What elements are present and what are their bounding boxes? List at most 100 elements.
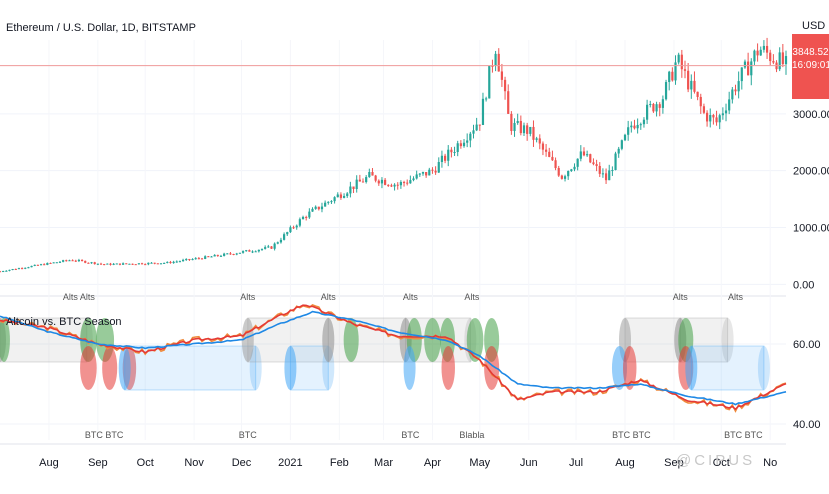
candle-body	[349, 186, 352, 194]
candle-body	[254, 251, 257, 253]
candle-body	[292, 227, 295, 229]
candle-body	[43, 264, 46, 266]
x-tick-label: Mar	[374, 457, 393, 469]
x-tick-label: Oct	[713, 457, 730, 469]
season-zone-band	[690, 345, 765, 391]
candle-body	[731, 89, 734, 100]
candle-body	[649, 104, 652, 106]
candle-body	[652, 104, 655, 112]
candle-body	[90, 262, 93, 264]
candle-body	[554, 160, 557, 169]
candle-body	[71, 260, 74, 262]
candle-body	[58, 261, 62, 263]
x-tick-label: 2021	[278, 457, 302, 469]
candle-body	[368, 172, 371, 178]
season-zone-cap	[241, 318, 254, 362]
season-zone-marker	[623, 346, 637, 390]
candle-body	[327, 201, 330, 203]
season-zone-cap	[118, 346, 131, 390]
countdown: 16:09:01	[792, 60, 829, 71]
candle-body	[346, 193, 349, 197]
candle-body	[759, 49, 762, 56]
x-tick-label: May	[469, 457, 490, 469]
candle-body	[311, 208, 314, 212]
season-zone-marker	[611, 346, 628, 390]
candle-body	[677, 54, 680, 63]
season-zone-cap	[721, 318, 734, 362]
x-tick-label: No	[763, 457, 777, 469]
candle-body	[769, 52, 772, 62]
candle-body	[721, 113, 724, 116]
candle-body	[431, 169, 434, 171]
candle-body	[289, 227, 292, 233]
candle-body	[753, 50, 756, 62]
x-tick-label: Feb	[330, 457, 349, 469]
candle-body	[494, 53, 497, 66]
candle-body	[169, 261, 172, 264]
candle-body	[163, 262, 166, 264]
candle-body	[623, 134, 627, 141]
y-tick-label: 3000.00	[793, 109, 829, 121]
candle-body	[336, 194, 339, 198]
candle-body	[747, 61, 750, 76]
candle-body	[387, 184, 390, 186]
candle-body	[513, 122, 516, 131]
alts-label: Alts	[464, 292, 480, 302]
candle-body	[633, 125, 636, 129]
candle-body	[582, 151, 586, 156]
candle-body	[333, 197, 336, 202]
candle-body	[576, 158, 579, 167]
season-zone-cap	[249, 346, 262, 390]
candle-body	[371, 172, 374, 176]
candle-body	[159, 263, 163, 265]
candle-body	[507, 91, 510, 114]
candle-body	[197, 258, 200, 260]
candle-body	[443, 155, 447, 161]
candle-body	[529, 126, 532, 134]
candle-body	[680, 54, 683, 70]
candle-body	[586, 154, 589, 156]
candle-body	[232, 254, 235, 256]
candle-body	[762, 45, 766, 50]
candle-body	[8, 269, 11, 271]
candle-body	[627, 127, 630, 135]
alts-label: Alts	[403, 292, 419, 302]
candle-body	[690, 80, 693, 90]
candle-body	[503, 79, 507, 92]
candle-body	[469, 133, 472, 141]
candle-body	[374, 175, 377, 181]
candle-body	[522, 125, 526, 134]
candle-body	[188, 259, 191, 261]
y-tick-label: 1000.00	[793, 223, 829, 235]
candle-body	[614, 153, 617, 171]
candle-body	[384, 179, 387, 185]
candle-body	[238, 252, 242, 254]
season-zone-cap	[757, 346, 770, 390]
x-tick-label: Oct	[137, 457, 154, 469]
candle-body	[134, 264, 137, 266]
candle-body	[352, 186, 355, 190]
candle-body	[459, 143, 462, 147]
candle-body	[191, 259, 194, 261]
candle-body	[485, 98, 488, 100]
candle-body	[245, 250, 248, 252]
candle-body	[510, 113, 513, 131]
candle-body	[172, 261, 175, 264]
candle-body	[551, 156, 554, 161]
candle-body	[324, 202, 327, 207]
candle-body	[570, 169, 573, 172]
x-tick-label: Jun	[520, 457, 538, 469]
currency-label[interactable]: USD	[802, 20, 826, 32]
btc-label: BTC BTC	[724, 430, 763, 440]
candle-body	[229, 253, 232, 255]
candle-body	[128, 263, 131, 265]
candle-body	[589, 154, 592, 163]
candle-body	[301, 216, 305, 220]
season-zone-cap	[284, 346, 297, 390]
x-tick-label: Aug	[615, 457, 635, 469]
candle-body	[409, 180, 412, 184]
candle-body	[200, 258, 204, 260]
candle-body	[219, 255, 223, 257]
